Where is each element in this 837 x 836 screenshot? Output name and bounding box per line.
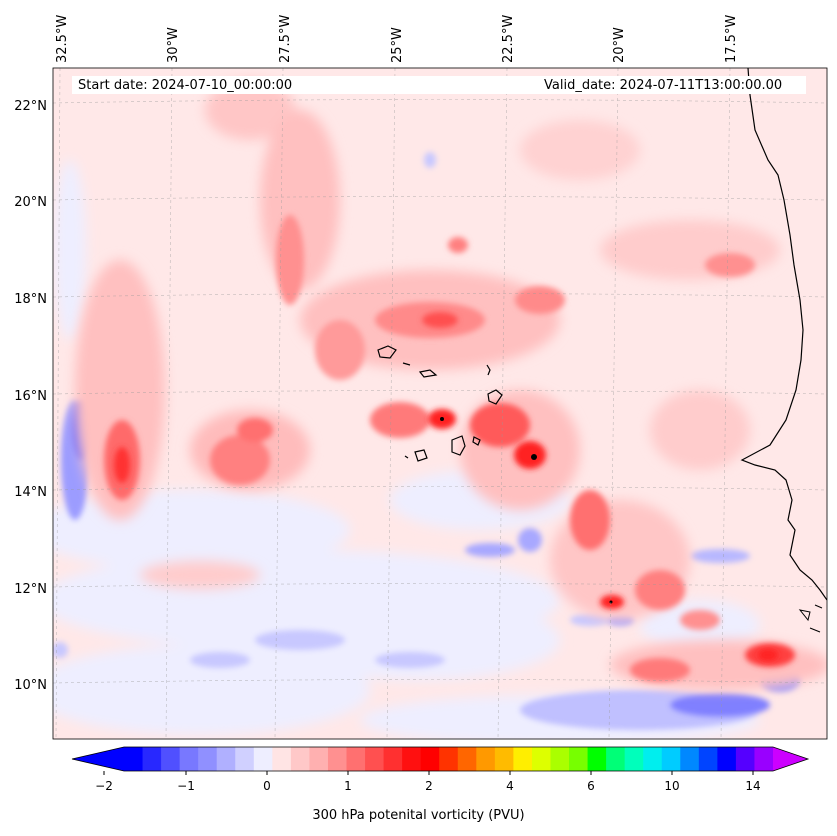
colorbar-segment — [439, 747, 459, 771]
lon-label: 20°W — [612, 27, 627, 63]
colorbar-title: 300 hPa potenital vorticity (PVU) — [312, 808, 525, 823]
colorbar-segment — [476, 747, 496, 771]
colorbar-tick-label: 0 — [263, 779, 271, 793]
pv-negative-moderate — [53, 152, 800, 730]
colorbar-segment — [198, 747, 218, 771]
colorbar-tick-label: −1 — [177, 779, 195, 793]
pv-max-point — [440, 417, 444, 421]
colorbar-segment — [494, 747, 514, 771]
colorbar-tick-labels: −2 −1 0 1 2 4 6 10 14 — [95, 779, 760, 793]
colorbar-tick-label: −2 — [95, 779, 113, 793]
lat-label: 12°N — [14, 582, 47, 597]
colorbar-segment — [161, 747, 181, 771]
colorbar-segment — [124, 747, 144, 771]
lat-label: 16°N — [14, 389, 47, 404]
colorbar-segment — [179, 747, 199, 771]
colorbar-segment — [142, 747, 162, 771]
colorbar — [71, 746, 810, 775]
colorbar-segment — [253, 747, 273, 771]
colorbar-segment — [402, 747, 422, 771]
colorbar-segment — [569, 747, 589, 771]
colorbar-segment — [327, 747, 348, 771]
lon-label: 27.5°W — [278, 15, 293, 63]
longitude-labels: 32.5°W 30°W 27.5°W 25°W 22.5°W 20°W 17.5… — [55, 15, 739, 63]
colorbar-segment — [531, 747, 551, 771]
colorbar-tick-label: 2 — [425, 779, 433, 793]
lon-label: 17.5°W — [724, 15, 739, 63]
lon-label: 25°W — [390, 27, 405, 63]
pv-max-point — [531, 454, 537, 460]
colorbar-segment — [661, 747, 681, 771]
colorbar-tick-label: 1 — [344, 779, 352, 793]
colorbar-segment — [272, 747, 292, 771]
map-frame — [52, 67, 828, 740]
colorbar-segment — [550, 747, 570, 771]
info-box-spacer — [352, 76, 540, 94]
latitude-labels: 22°N 20°N 18°N 16°N 14°N 12°N 10°N — [14, 99, 47, 693]
coastline — [740, 68, 827, 601]
colorbar-segment — [420, 747, 440, 771]
lat-label: 18°N — [14, 292, 47, 307]
lon-label: 22.5°W — [501, 15, 516, 63]
cape-verde-islands — [377, 345, 503, 462]
colorbar-segment — [754, 747, 774, 771]
colorbar-segment — [457, 747, 477, 771]
colorbar-tick-label: 4 — [506, 779, 514, 793]
colorbar-frame — [71, 746, 810, 772]
colorbar-segment — [383, 747, 403, 771]
colorbar-segment — [235, 747, 255, 771]
lat-label: 20°N — [14, 195, 47, 210]
colorbar-extend-low — [72, 747, 124, 771]
colorbar-tick-label: 10 — [664, 779, 679, 793]
gridlines — [53, 68, 827, 739]
lat-label: 14°N — [14, 485, 47, 500]
colorbar-segment — [624, 747, 644, 771]
colorbar-segment — [735, 747, 755, 771]
start-date-label: Start date: 2024-07-10_00:00:00 — [72, 76, 358, 94]
bijagos-islands — [798, 604, 823, 633]
colorbar-segment — [365, 747, 385, 771]
colorbar-segment — [680, 747, 700, 771]
colorbar-tick-label: 14 — [745, 779, 760, 793]
colorbar-segment — [606, 747, 626, 771]
start-date-text: Start date: 2024-07-10_00:00:00 — [78, 77, 293, 93]
colorbar-tick-label: 6 — [587, 779, 595, 793]
colorbar-segment — [290, 747, 310, 771]
colorbar-segment — [346, 747, 366, 771]
lat-label: 22°N — [14, 99, 47, 114]
colorbar-segment — [216, 747, 236, 771]
colorbar-segment — [513, 747, 533, 771]
colorbar-segment — [587, 747, 607, 771]
colorbar-segment — [643, 747, 663, 771]
valid-date-label: Valid_date: 2024-07-11T13:00:00.00 — [540, 76, 806, 94]
valid-date-text: Valid_date: 2024-07-11T13:00:00.00 — [544, 77, 783, 93]
pv-field — [53, 68, 827, 739]
lon-label: 30°W — [166, 27, 181, 63]
colorbar-segment — [717, 747, 737, 771]
colorbar-extend-high — [773, 747, 808, 771]
lon-label: 32.5°W — [55, 15, 70, 63]
colorbar-segment — [309, 747, 329, 771]
colorbar-segment — [698, 747, 718, 771]
lat-label: 10°N — [14, 678, 47, 693]
pv-positive-strong — [114, 312, 778, 661]
